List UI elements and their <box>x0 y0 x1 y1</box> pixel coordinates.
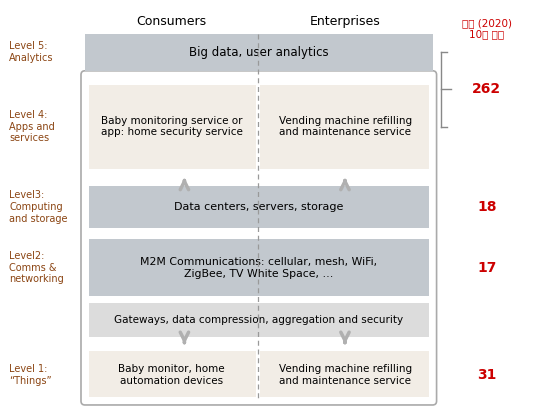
Text: Big data, user analytics: Big data, user analytics <box>189 46 329 59</box>
Text: Enterprises: Enterprises <box>310 15 381 28</box>
Text: 18: 18 <box>477 200 497 214</box>
Text: Baby monitor, home
automation devices: Baby monitor, home automation devices <box>118 364 225 386</box>
Text: Consumers: Consumers <box>137 15 206 28</box>
Text: Vending machine refilling
and maintenance service: Vending machine refilling and maintenanc… <box>279 116 412 137</box>
Bar <box>89 239 428 296</box>
Text: 31: 31 <box>477 368 497 382</box>
FancyBboxPatch shape <box>81 71 437 405</box>
Bar <box>89 84 256 169</box>
Text: 매출 (2020)
10억 달러: 매출 (2020) 10억 달러 <box>462 18 512 40</box>
Text: 17: 17 <box>477 261 497 275</box>
Bar <box>260 84 428 169</box>
Text: Level 4:
Apps and
services: Level 4: Apps and services <box>9 110 55 143</box>
Text: Vending machine refilling
and maintenance service: Vending machine refilling and maintenanc… <box>279 364 412 386</box>
Text: Level 1:
“Things”: Level 1: “Things” <box>9 364 52 386</box>
Text: Level 5:
Analytics: Level 5: Analytics <box>9 41 54 63</box>
Bar <box>89 186 428 228</box>
Text: Baby monitoring service or
app: home security service: Baby monitoring service or app: home sec… <box>100 116 243 137</box>
Text: Level3:
Computing
and storage: Level3: Computing and storage <box>9 191 68 224</box>
Text: 262: 262 <box>472 82 501 97</box>
Bar <box>260 351 428 397</box>
Text: M2M Communications: cellular, mesh, WiFi,
ZigBee, TV White Space, …: M2M Communications: cellular, mesh, WiFi… <box>140 257 377 279</box>
Bar <box>89 303 428 337</box>
Text: Data centers, servers, storage: Data centers, servers, storage <box>174 202 344 212</box>
Bar <box>89 351 256 397</box>
Bar <box>85 34 433 71</box>
Text: Level2:
Comms &
networking: Level2: Comms & networking <box>9 251 64 285</box>
Text: Gateways, data compression, aggregation and security: Gateways, data compression, aggregation … <box>114 315 403 325</box>
